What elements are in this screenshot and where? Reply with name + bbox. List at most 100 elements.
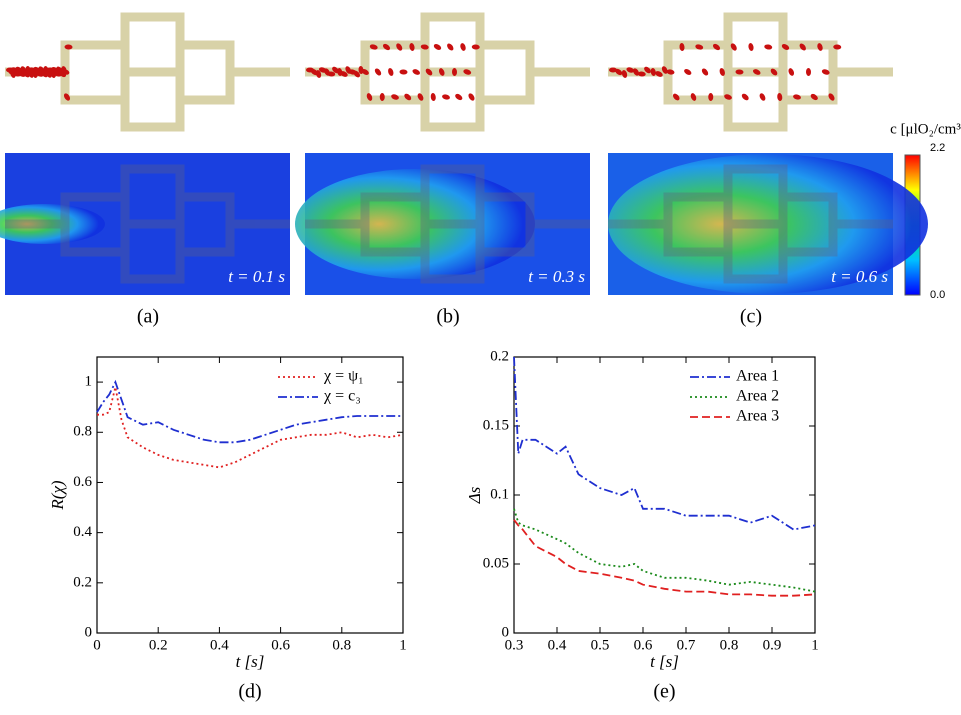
y-tick-label: 0.05 — [483, 555, 509, 571]
heat-zone — [295, 169, 535, 279]
series-line — [97, 386, 404, 469]
x-tick-label: 0.8 — [720, 637, 739, 653]
loop — [475, 40, 535, 105]
red-cell — [828, 93, 835, 101]
loop — [175, 40, 235, 105]
red-cell — [340, 71, 348, 77]
y-tick-label: 0.1 — [490, 486, 509, 502]
series-line — [96, 379, 403, 444]
red-cell — [374, 68, 382, 76]
red-cell — [650, 68, 656, 76]
red-cell — [626, 67, 635, 73]
red-cell — [690, 93, 697, 101]
red-cell — [695, 44, 704, 50]
loop — [663, 40, 733, 105]
red-cell — [420, 44, 429, 50]
x-tick-label: 0.3 — [505, 637, 524, 653]
red-cell — [63, 93, 71, 101]
loop — [475, 192, 535, 257]
loop — [420, 12, 485, 77]
red-cell — [752, 69, 761, 75]
vessel-render — [305, 12, 590, 132]
red-cell — [666, 69, 675, 75]
x-tick-label: 1 — [399, 637, 407, 653]
colorbar-min: 0.0 — [930, 289, 945, 301]
series-line — [513, 508, 816, 593]
y-tick-label: 0 — [85, 624, 93, 640]
loop — [723, 164, 788, 229]
red-cell — [425, 68, 433, 76]
red-cell — [621, 70, 628, 78]
loop — [120, 12, 185, 77]
red-cell — [701, 68, 709, 76]
loop — [120, 164, 185, 229]
red-cell — [708, 93, 714, 101]
red-cell — [730, 43, 737, 51]
x-tick-label: 0.6 — [271, 637, 290, 653]
x-tick-label: 0.4 — [210, 637, 229, 653]
x-tick-label: 1 — [811, 637, 819, 653]
loop — [420, 219, 485, 284]
red-cell — [463, 69, 472, 75]
red-cell — [684, 69, 692, 75]
red-cell — [679, 43, 685, 51]
red-cell — [793, 94, 801, 100]
red-cell — [64, 44, 73, 50]
vessel-render — [608, 12, 893, 132]
loop — [120, 67, 185, 132]
time-label: t = 0.3 s — [528, 267, 585, 286]
heat-map: t = 0.3 s — [295, 153, 590, 295]
loop — [723, 67, 788, 132]
legend-label: χ = ψ₁ — [323, 368, 364, 385]
red-cell — [396, 43, 403, 51]
heat-zone — [608, 154, 928, 294]
vessel-outline — [5, 164, 290, 284]
loop — [778, 192, 838, 257]
red-cell — [609, 67, 617, 73]
red-cell — [433, 44, 442, 50]
red-cell — [810, 93, 818, 101]
y-tick-label: 0 — [502, 624, 510, 640]
x-tick-label: 0.2 — [149, 637, 168, 653]
colorbar-max: 2.2 — [930, 142, 945, 154]
loop — [60, 192, 130, 257]
red-cell — [799, 43, 806, 51]
vessel-outline — [608, 164, 893, 284]
red-cell — [764, 44, 773, 50]
y-tick-label: 0.15 — [483, 417, 509, 433]
y-tick-label: 0.2 — [490, 348, 509, 364]
loop — [723, 12, 788, 77]
red-cell — [719, 68, 725, 76]
panel-caption: (a) — [137, 306, 159, 328]
red-cell — [712, 43, 721, 51]
red-cell — [781, 44, 790, 50]
red-cell — [455, 93, 463, 101]
red-cell — [391, 94, 399, 100]
red-cell — [382, 43, 391, 51]
loop — [120, 219, 185, 284]
red-cell — [412, 69, 421, 75]
time-label: t = 0.1 s — [228, 267, 285, 286]
x-tick-label: 0.5 — [591, 637, 610, 653]
red-cell — [748, 43, 754, 51]
x-tick-label: 0.9 — [763, 637, 782, 653]
red-cell — [615, 68, 623, 76]
series-line — [513, 356, 816, 531]
legend-label: Area 2 — [736, 388, 779, 405]
loop — [663, 192, 733, 257]
red-cell — [805, 68, 812, 76]
red-cell — [430, 93, 436, 101]
red-cell — [788, 68, 795, 76]
y-axis-label: R(χ) — [48, 480, 67, 511]
red-cell — [61, 69, 70, 75]
legend-label: χ = c₃ — [323, 388, 361, 405]
x-tick-label: 0 — [93, 637, 101, 653]
loop — [723, 219, 788, 284]
vessel-render — [5, 12, 290, 132]
legend-label: Area 3 — [736, 408, 779, 425]
x-tick-label: 0.7 — [677, 637, 696, 653]
red-cell — [315, 70, 322, 78]
red-cell — [821, 69, 830, 75]
time-label: t = 0.6 s — [831, 267, 888, 286]
red-cell — [471, 44, 480, 50]
